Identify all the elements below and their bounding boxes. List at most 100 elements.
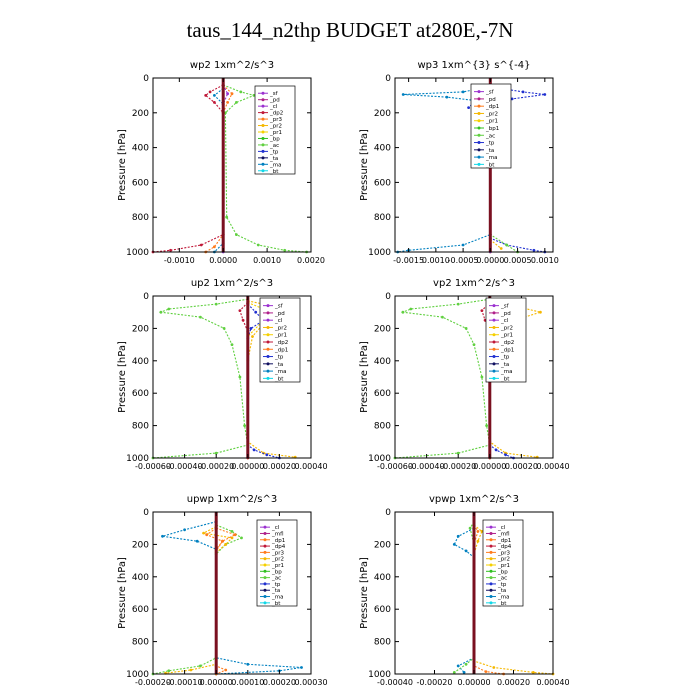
series-point-ac (456, 302, 460, 306)
series-point-ac (214, 302, 218, 306)
series-point-ac (214, 451, 218, 455)
series-point-pr2 (202, 531, 206, 535)
y-tick-label: 200 (132, 540, 149, 550)
panel-title: wp2 1xm^2/s^3 (190, 60, 274, 71)
legend-marker (492, 333, 496, 337)
legend-marker (263, 550, 267, 554)
x-tick-label: 0.00000 (473, 462, 506, 471)
x-tick-label: -0.00020 (198, 462, 234, 471)
legend-marker (263, 595, 267, 599)
series-point-ac (472, 343, 476, 346)
legend-label: _pr1 (269, 130, 282, 136)
legend-marker (261, 124, 265, 128)
x-tick-label: 0.00020 (263, 462, 296, 471)
legend-marker (489, 531, 493, 535)
series-point-dp2 (199, 243, 203, 247)
legend-marker (261, 149, 265, 153)
series-point-ac (464, 327, 468, 330)
legend-box (470, 83, 512, 169)
y-axis-label: Pressure [hPa] (117, 341, 128, 413)
series-point-dp2 (238, 309, 242, 312)
y-tick-label: 600 (132, 389, 149, 399)
legend-label: _ac (269, 143, 279, 149)
y-axis-label: Pressure [hPa] (117, 557, 128, 629)
legend-marker (266, 311, 270, 315)
series-line-pr3 (205, 84, 233, 253)
legend-label: _pr1 (274, 333, 287, 339)
series-point-tp (249, 327, 253, 330)
series-point-pr3 (213, 245, 216, 249)
legend-label: _dp4 (271, 544, 286, 550)
legend-label: _ta (497, 588, 506, 594)
legend-marker (477, 90, 481, 94)
legend-marker (489, 595, 493, 599)
plot-frame (152, 511, 312, 675)
legend-label: _ma (497, 595, 509, 601)
y-tick-label: 0 (143, 74, 149, 84)
x-tick-label: -0.00040 (377, 678, 413, 687)
y-tick-label: 400 (374, 144, 391, 154)
series-point-pr2 (492, 666, 496, 669)
panel-title: vp2 1xm^2/s^3 (433, 278, 515, 289)
series-point-pr2 (476, 539, 480, 543)
legend-label: _pd (485, 97, 496, 103)
chart-panel: vpwp 1xm^2/s^3 Pressure [hPa] 0 200 400 600 80… (359, 494, 570, 687)
legend-marker (261, 136, 265, 140)
y-tick-label: 0 (385, 508, 391, 518)
legend-marker (266, 318, 270, 322)
series-point-ac (485, 424, 488, 427)
series-line-ma (453, 527, 475, 673)
legend-label: _bp1 (485, 126, 499, 132)
legend-label: _dp1 (485, 104, 499, 110)
legend-label: _pd (269, 98, 280, 104)
y-tick-label: 1000 (368, 454, 391, 464)
y-tick-label: 400 (374, 357, 391, 367)
legend-label: _bt (271, 601, 281, 607)
series-point-dp2 (169, 248, 173, 252)
y-axis-label: Pressure [hPa] (359, 557, 370, 629)
y-tick-label: 600 (132, 178, 149, 188)
series-point-pr2 (224, 543, 228, 546)
series-point-tp (510, 97, 514, 101)
legend-marker (489, 538, 493, 542)
legend-marker (477, 119, 481, 123)
y-tick-label: 600 (374, 605, 391, 615)
legend-marker (263, 601, 267, 605)
legend-marker (261, 169, 265, 173)
y-tick-label: 800 (374, 213, 391, 223)
series-point-tp (254, 310, 258, 314)
series-point-dp2 (213, 101, 216, 104)
series-point-ac (199, 315, 202, 319)
series-point-ac (159, 310, 163, 314)
series-point-tp (467, 106, 470, 109)
legend-marker (477, 148, 481, 152)
series-point-tp (504, 453, 507, 457)
legend-label: _sf (274, 304, 284, 310)
x-tick-label: 0.00000 (457, 678, 490, 687)
legend-marker (477, 133, 481, 137)
legend-label: _bt (274, 376, 284, 382)
legend-label: _sf (500, 304, 510, 310)
y-tick-label: 600 (374, 389, 391, 399)
x-tick-label: 0.0010 (531, 256, 559, 265)
series-point-ac (222, 327, 226, 330)
x-tick-label: 0.0005 (504, 256, 532, 265)
series-point-ac (283, 248, 287, 252)
legend-marker (263, 557, 267, 561)
y-tick-label: 1000 (126, 454, 149, 464)
series-line-pr2 (165, 526, 234, 674)
legend-label: _bp (271, 569, 282, 575)
series-line-tp (247, 303, 280, 459)
y-tick-label: 200 (132, 324, 149, 334)
legend-label: _tp (500, 355, 510, 361)
y-tick-label: 200 (374, 324, 391, 334)
legend-marker (492, 340, 496, 344)
series-point-ac (240, 536, 243, 540)
x-tick-label: -0.00040 (167, 462, 203, 471)
legend-marker (489, 582, 493, 586)
legend-marker (492, 347, 496, 351)
legend-label: _pr1 (485, 119, 498, 125)
legend-label: _pr3 (269, 117, 283, 123)
series-point-ac (409, 307, 413, 311)
legend-label: _pr2 (271, 557, 284, 563)
